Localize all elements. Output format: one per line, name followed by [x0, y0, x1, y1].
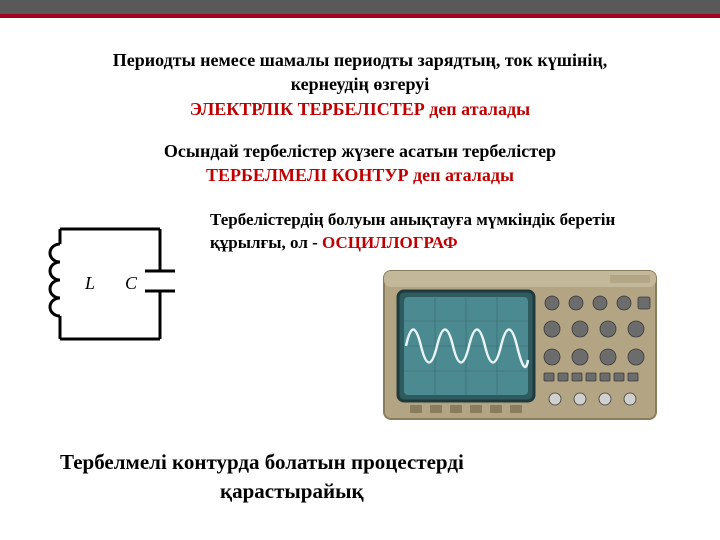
bottom-line2: қарастырайық	[60, 477, 680, 505]
label-L: L	[84, 273, 95, 293]
p2-line1: Осындай тербелістер жүзеге асатын тербел…	[164, 141, 556, 161]
p2-red: ТЕРБЕЛМЕЛІ КОНТУР деп аталады	[40, 163, 680, 187]
paragraph-2: Осындай тербелістер жүзеге асатын тербел…	[40, 139, 680, 188]
decorative-top-bar	[0, 0, 720, 18]
p1-red: ЭЛЕКТРЛІК ТЕРБЕЛІСТЕР деп аталады	[40, 97, 680, 121]
p1-line2: кернеудің өзгеруі	[291, 74, 430, 94]
p3-red: ОСЦИЛЛОГРАФ	[322, 233, 458, 252]
oscilloscope-image	[210, 265, 680, 432]
content-row: L C Тербелістердің болуын анықтауға мүмк…	[40, 209, 680, 432]
bottom-line1: Тербелмелі контурда болатын процестерді	[60, 450, 464, 474]
paragraph-3-and-osc: Тербелістердің болуын анықтауға мүмкінді…	[200, 209, 680, 432]
label-C: C	[125, 273, 138, 293]
lc-circuit-diagram: L C	[30, 209, 200, 364]
p1-line1: Периодты немесе шамалы периодты зарядтың…	[113, 50, 607, 70]
paragraph-1: Периодты немесе шамалы периодты зарядтың…	[40, 48, 680, 121]
slide-content: Периодты немесе шамалы периодты зарядтың…	[0, 18, 720, 505]
bottom-paragraph: Тербелмелі контурда болатын процестерді …	[40, 448, 680, 505]
